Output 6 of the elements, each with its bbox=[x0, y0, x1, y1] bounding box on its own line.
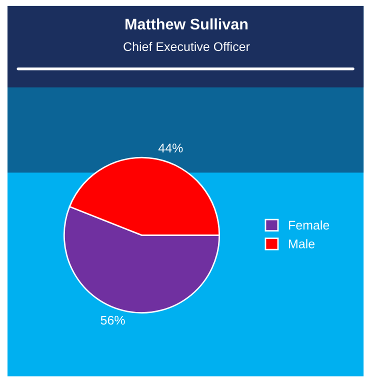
legend-label: Female bbox=[289, 220, 330, 230]
chart-title: Matthew Sullivan bbox=[126, 18, 248, 30]
data-label: 44% bbox=[158, 144, 183, 152]
legend-label: Male bbox=[289, 239, 315, 248]
chart-subtitle: Chief Executive Officer bbox=[124, 42, 250, 52]
data-label: 56% bbox=[100, 316, 125, 325]
